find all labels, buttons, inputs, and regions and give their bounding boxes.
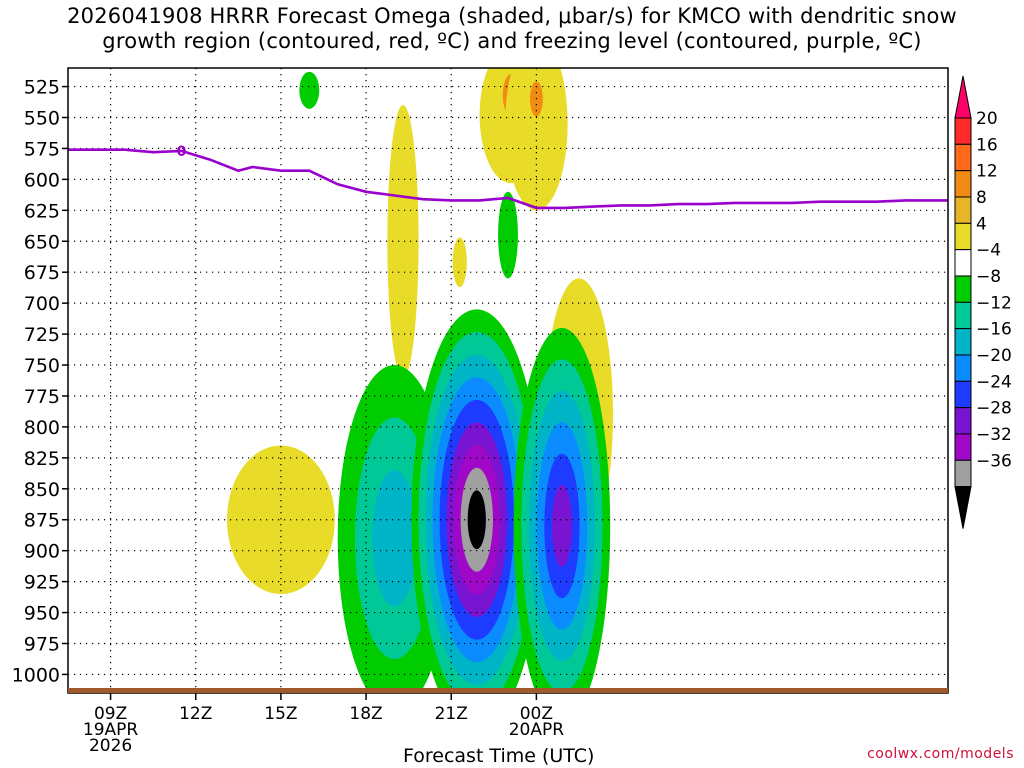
chart-title: 2026041908 HRRR Forecast Omega (shaded, … [0, 4, 1024, 54]
y-tick-label: 750 [24, 355, 60, 377]
colorbar-label: −8 [976, 267, 1001, 287]
colorbar-label: −36 [976, 451, 1012, 471]
chart-title-line-1: 2026041908 HRRR Forecast Omega (shaded, … [67, 4, 957, 28]
colorbar-label: 4 [976, 214, 987, 234]
y-tick-label: 875 [24, 510, 60, 532]
y-tick-label: 800 [24, 417, 60, 439]
y-tick-label: 600 [24, 169, 60, 191]
colorbar-label: −12 [976, 293, 1012, 313]
colorbar-segment [954, 328, 972, 356]
omega-region-yellow-21z-small [452, 237, 467, 288]
colorbar-label: 8 [976, 188, 987, 208]
colorbar-label: −24 [976, 372, 1012, 392]
x-tick-year-label: 2026 [89, 736, 132, 756]
x-tick-label: 21Z [435, 704, 468, 724]
colorbar-segment [954, 143, 972, 172]
colorbar-segment [954, 380, 972, 409]
y-tick-label: 900 [24, 541, 60, 563]
x-tick-label: 12Z [179, 704, 212, 724]
y-tick-label: 1000 [12, 664, 60, 686]
omega-shading [226, 68, 614, 693]
colorbar-segment [954, 117, 972, 145]
colorbar-label: −32 [976, 425, 1012, 445]
credit-link[interactable]: coolwx.com/models [867, 746, 1014, 762]
colorbar-segment [954, 275, 972, 303]
x-tick-label: 09Z [94, 704, 127, 724]
y-tick-label: 700 [24, 293, 60, 315]
colorbar-bottom-arrow [954, 486, 972, 529]
colorbar-segment [954, 407, 972, 435]
y-tick-label: 975 [24, 633, 60, 655]
colorbar-label: 20 [976, 109, 998, 129]
freezing-level-line [68, 148, 948, 210]
freezing-level-contour: 0 [68, 144, 948, 210]
x-axis-label: Forecast Time (UTC) [403, 745, 595, 767]
colorbar-label: 16 [976, 135, 998, 155]
colorbar-label: 12 [976, 162, 998, 182]
x-tick-label: 18Z [349, 704, 382, 724]
colorbar-segment [954, 196, 972, 224]
y-tick-label: 625 [24, 200, 60, 222]
grid-lines [68, 68, 948, 693]
omega-region-green-sliver-top [299, 71, 320, 109]
colorbar-segment [954, 459, 972, 488]
freezing-level-label: 0 [177, 144, 187, 160]
y-tick-label: 550 [24, 108, 60, 130]
x-tick-label: 00Z [520, 704, 553, 724]
y-axis: 525 550 575 600 625 650 675 700 725 750 775 800 825 8… [12, 77, 68, 686]
y-tick-label: 650 [24, 231, 60, 253]
colorbar-segment [954, 301, 972, 330]
y-tick-label: 575 [24, 138, 60, 160]
ground-strip [68, 688, 948, 693]
colorbar-segment [954, 354, 972, 382]
colorbar-segment [954, 249, 972, 277]
colorbar-segment [954, 433, 972, 461]
omega-region-yellow-15z [226, 445, 335, 594]
colorbar: 20 16 12 8 4 −4 −8 −12 −16 −20 −24 −28 −32 −36 [954, 75, 1012, 529]
colorbar-segment [954, 170, 972, 198]
omega-region-green-2230z [498, 191, 518, 279]
x-tick-label: 15Z [264, 704, 297, 724]
y-tick-label: 925 [24, 572, 60, 594]
y-tick-label: 675 [24, 262, 60, 284]
colorbar-segment [954, 222, 972, 251]
colorbar-label: −28 [976, 399, 1012, 419]
omega-region-sink-19z [372, 470, 417, 607]
y-tick-label: 850 [24, 479, 60, 501]
y-tick-label: 725 [24, 324, 60, 346]
chart-title-line-2: growth region (contoured, red, ºC) and f… [102, 29, 922, 53]
y-tick-label: 525 [24, 77, 60, 99]
omega-region-yellow-top-24z [505, 68, 568, 211]
y-tick-label: 950 [24, 603, 60, 625]
x-tick-date-label: 19APR [83, 720, 139, 740]
x-tick-date-label: 20APR [509, 720, 565, 740]
colorbar-label: −20 [976, 346, 1012, 366]
colorbar-label: −16 [976, 320, 1012, 340]
colorbar-top-arrow [954, 75, 972, 119]
y-tick-label: 775 [24, 386, 60, 408]
omega-region-sink-2430z [551, 485, 572, 567]
colorbar-label: −4 [976, 241, 1001, 261]
y-tick-label: 825 [24, 448, 60, 470]
omega-region-yellow-19z [387, 105, 419, 378]
